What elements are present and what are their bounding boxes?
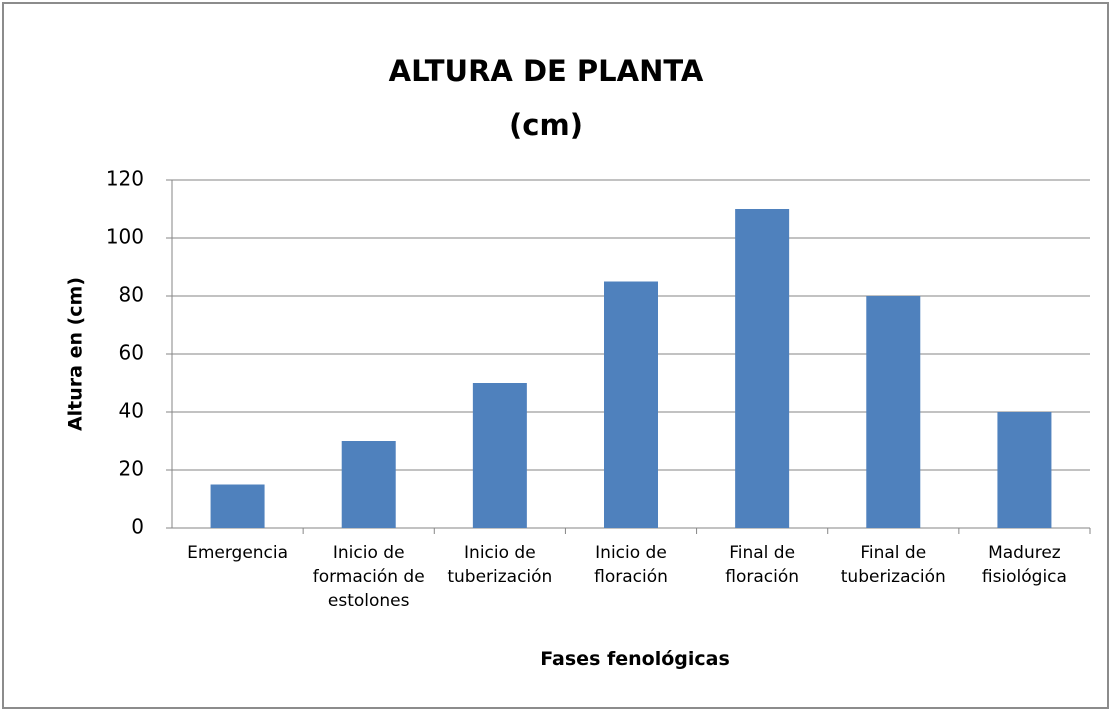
- x-tick-label: Inicio de formación de estolones: [312, 543, 425, 611]
- bar: [866, 296, 921, 528]
- x-tick-label: Madurez fisiológica: [981, 543, 1067, 587]
- y-tick-label: 40: [119, 399, 144, 423]
- chart-title: ALTURA DE PLANTA (cm): [388, 54, 704, 142]
- x-tick-label: Emergencia: [187, 543, 289, 563]
- y-tick-label: 0: [131, 515, 144, 539]
- bar: [997, 412, 1052, 528]
- y-tick-label: 20: [119, 457, 144, 481]
- bar: [341, 441, 396, 528]
- bar: [210, 484, 265, 528]
- x-tick-label: Final de tuberización: [840, 543, 946, 587]
- y-axis-title: Altura en (cm): [65, 277, 87, 431]
- y-tick-label: 100: [106, 225, 144, 249]
- bar: [735, 209, 790, 528]
- bar: [472, 383, 527, 528]
- x-tick-label: Inicio de floración: [594, 543, 668, 587]
- x-tick-label: Final de floración: [725, 543, 800, 587]
- x-tick-label: Inicio de tuberización: [447, 543, 553, 587]
- y-tick-label: 80: [119, 283, 144, 307]
- y-tick-label: 120: [106, 167, 144, 191]
- bar: [604, 281, 658, 528]
- y-tick-label: 60: [119, 341, 144, 365]
- x-axis-title: Fases fenológicas: [540, 648, 730, 670]
